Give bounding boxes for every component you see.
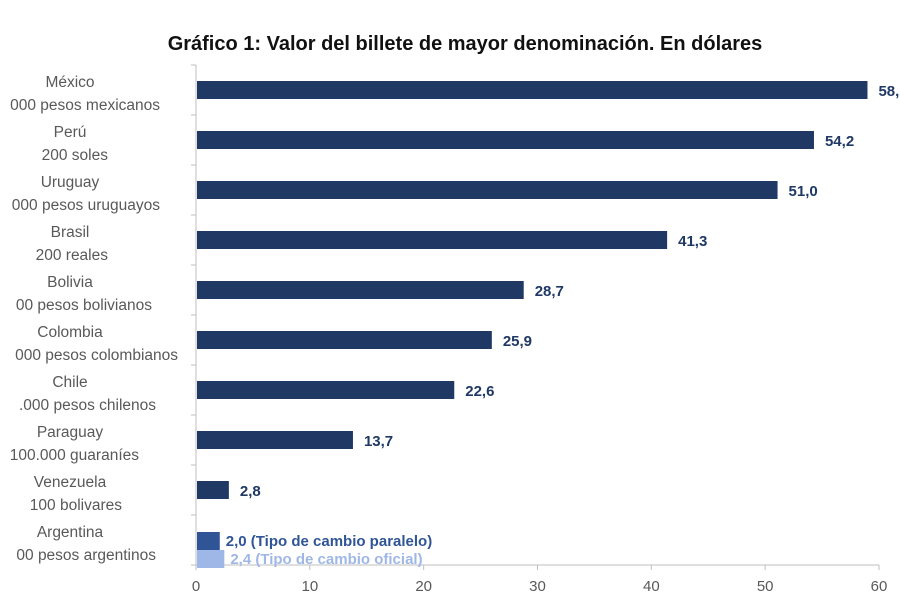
bar — [197, 81, 868, 99]
category-label: Paraguay — [37, 424, 104, 441]
bar-value-label: 54,2 — [825, 133, 854, 150]
x-tick-label: 30 — [529, 578, 546, 595]
bar — [197, 532, 220, 550]
bar — [197, 431, 353, 449]
bar-value-label: 28,7 — [535, 283, 564, 300]
bar-value-label: 2,0 (Tipo de cambio paralelo) — [226, 533, 432, 550]
category-sublabel: 000 pesos uruguayos — [12, 197, 160, 214]
x-tick-label: 60 — [871, 578, 888, 595]
bar-value-label: 58,9 — [878, 83, 900, 100]
category-label: Chile — [52, 374, 87, 391]
chart-title: Gráfico 1: Valor del billete de mayor de… — [167, 33, 763, 55]
category-sublabel: 00 pesos bolivianos — [16, 297, 152, 314]
bar — [197, 281, 524, 299]
bar — [197, 331, 492, 349]
x-tick-label: 10 — [301, 578, 318, 595]
bar — [197, 550, 225, 568]
category-sublabel: .000 pesos chilenos — [19, 397, 156, 414]
bar-value-label: 22,6 — [465, 383, 494, 400]
x-tick-label: 40 — [643, 578, 660, 595]
bar — [197, 381, 455, 399]
bar — [197, 131, 814, 149]
bar — [197, 481, 229, 499]
category-label: Uruguay — [41, 174, 100, 191]
bar-value-label: 41,3 — [678, 233, 707, 250]
category-sublabel: 000 pesos colombianos — [15, 347, 178, 364]
category-label: Venezuela — [34, 474, 107, 491]
category-label: México — [45, 74, 94, 91]
category-sublabel: 200 soles — [42, 147, 109, 164]
bar-value-label: 51,0 — [789, 183, 818, 200]
category-label: Perú — [54, 124, 87, 141]
category-label: Bolivia — [47, 274, 93, 291]
x-tick-label: 20 — [415, 578, 432, 595]
category-sublabel: 000 pesos mexicanos — [10, 97, 160, 114]
category-sublabel: 100.000 guaraníes — [10, 447, 140, 464]
bar-value-label: 2,8 — [240, 483, 261, 500]
x-tick-label: 50 — [757, 578, 774, 595]
x-tick-label: 0 — [192, 578, 200, 595]
category-label: Colombia — [37, 324, 103, 341]
bar — [197, 231, 668, 249]
bar-value-label: 13,7 — [364, 433, 393, 450]
category-label: Argentina — [37, 524, 104, 541]
bar-value-label: 25,9 — [503, 333, 532, 350]
bar — [197, 181, 778, 199]
category-sublabel: 00 pesos argentinos — [16, 547, 156, 564]
category-label: Brasil — [51, 224, 90, 241]
category-sublabel: 100 bolivares — [30, 497, 122, 514]
bar-value-label: 2,4 (Tipo de cambio oficial) — [230, 551, 422, 568]
category-sublabel: 200 reales — [36, 247, 109, 264]
